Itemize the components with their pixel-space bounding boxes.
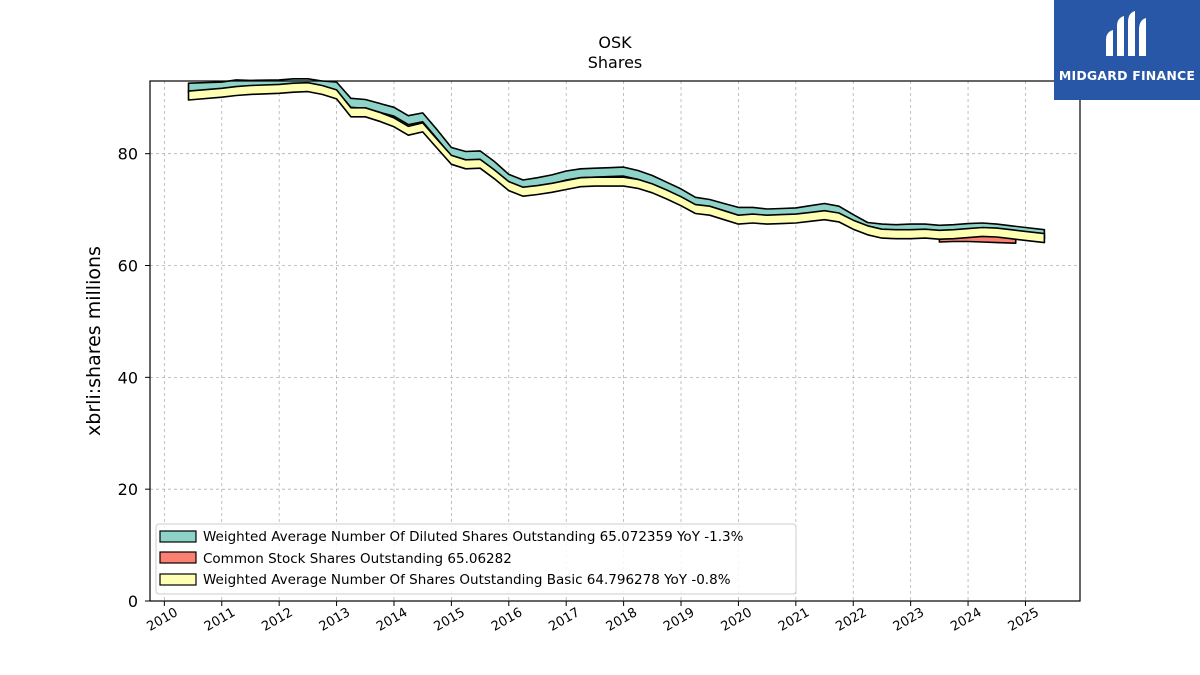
y-tick-label: 0 <box>128 592 138 611</box>
x-axis-ticks: 2010 2011 2012 2013 2014 2015 2016 2017 2018 2019… <box>145 601 1042 635</box>
grid-lines <box>150 81 1080 602</box>
series-diluted-area <box>187 78 1046 240</box>
y-tick-label: 20 <box>118 480 138 499</box>
y-tick-label: 60 <box>118 257 138 276</box>
x-tick-label: 2014 <box>374 605 410 635</box>
x-tick-label: 2012 <box>259 605 295 635</box>
legend: Weighted Average Number Of Diluted Share… <box>155 523 797 595</box>
x-tick-label: 2024 <box>948 605 984 635</box>
legend-swatch-diluted <box>159 530 197 543</box>
logo-text: MIDGARD FINANCE <box>1058 68 1196 83</box>
legend-label-diluted: Weighted Average Number Of Diluted Share… <box>203 529 744 545</box>
legend-label-common: Common Stock Shares Outstanding 65.06282 <box>203 551 512 567</box>
legend-box <box>155 523 797 595</box>
x-tick-label: 2018 <box>604 605 640 635</box>
series-areas <box>187 78 1046 244</box>
legend-label-basic: Weighted Average Number Of Shares Outsta… <box>203 572 731 588</box>
y-tick-label: 40 <box>118 368 138 387</box>
x-tick-label: 2023 <box>891 605 927 635</box>
x-tick-label: 2015 <box>432 605 468 635</box>
legend-swatch-basic <box>159 573 197 586</box>
x-tick-label: 2021 <box>776 605 812 635</box>
chart-title: OSK <box>598 33 632 52</box>
x-tick-label: 2017 <box>546 605 582 635</box>
plot-frame <box>149 80 1081 602</box>
y-tick-label: 80 <box>118 145 138 164</box>
x-tick-label: 2019 <box>661 605 697 635</box>
x-tick-label: 2011 <box>202 605 238 635</box>
chart-subtitle: Shares <box>588 53 643 72</box>
x-tick-label: 2010 <box>145 605 181 635</box>
x-tick-label: 2013 <box>317 605 353 635</box>
y-axis-ticks: 0 20 40 60 80 <box>118 145 150 611</box>
series-basic-area <box>187 81 1046 244</box>
legend-swatch-common <box>159 551 197 564</box>
x-tick-label: 2022 <box>833 605 869 635</box>
x-tick-label: 2016 <box>489 605 525 635</box>
midgard-finance-logo: MIDGARD FINANCE <box>1054 0 1200 100</box>
y-axis-label: xbrli:shares millions <box>83 246 105 436</box>
x-tick-label: 2020 <box>719 605 755 635</box>
midgard-logo-icon <box>1106 11 1146 56</box>
x-tick-label: 2025 <box>1006 605 1042 635</box>
